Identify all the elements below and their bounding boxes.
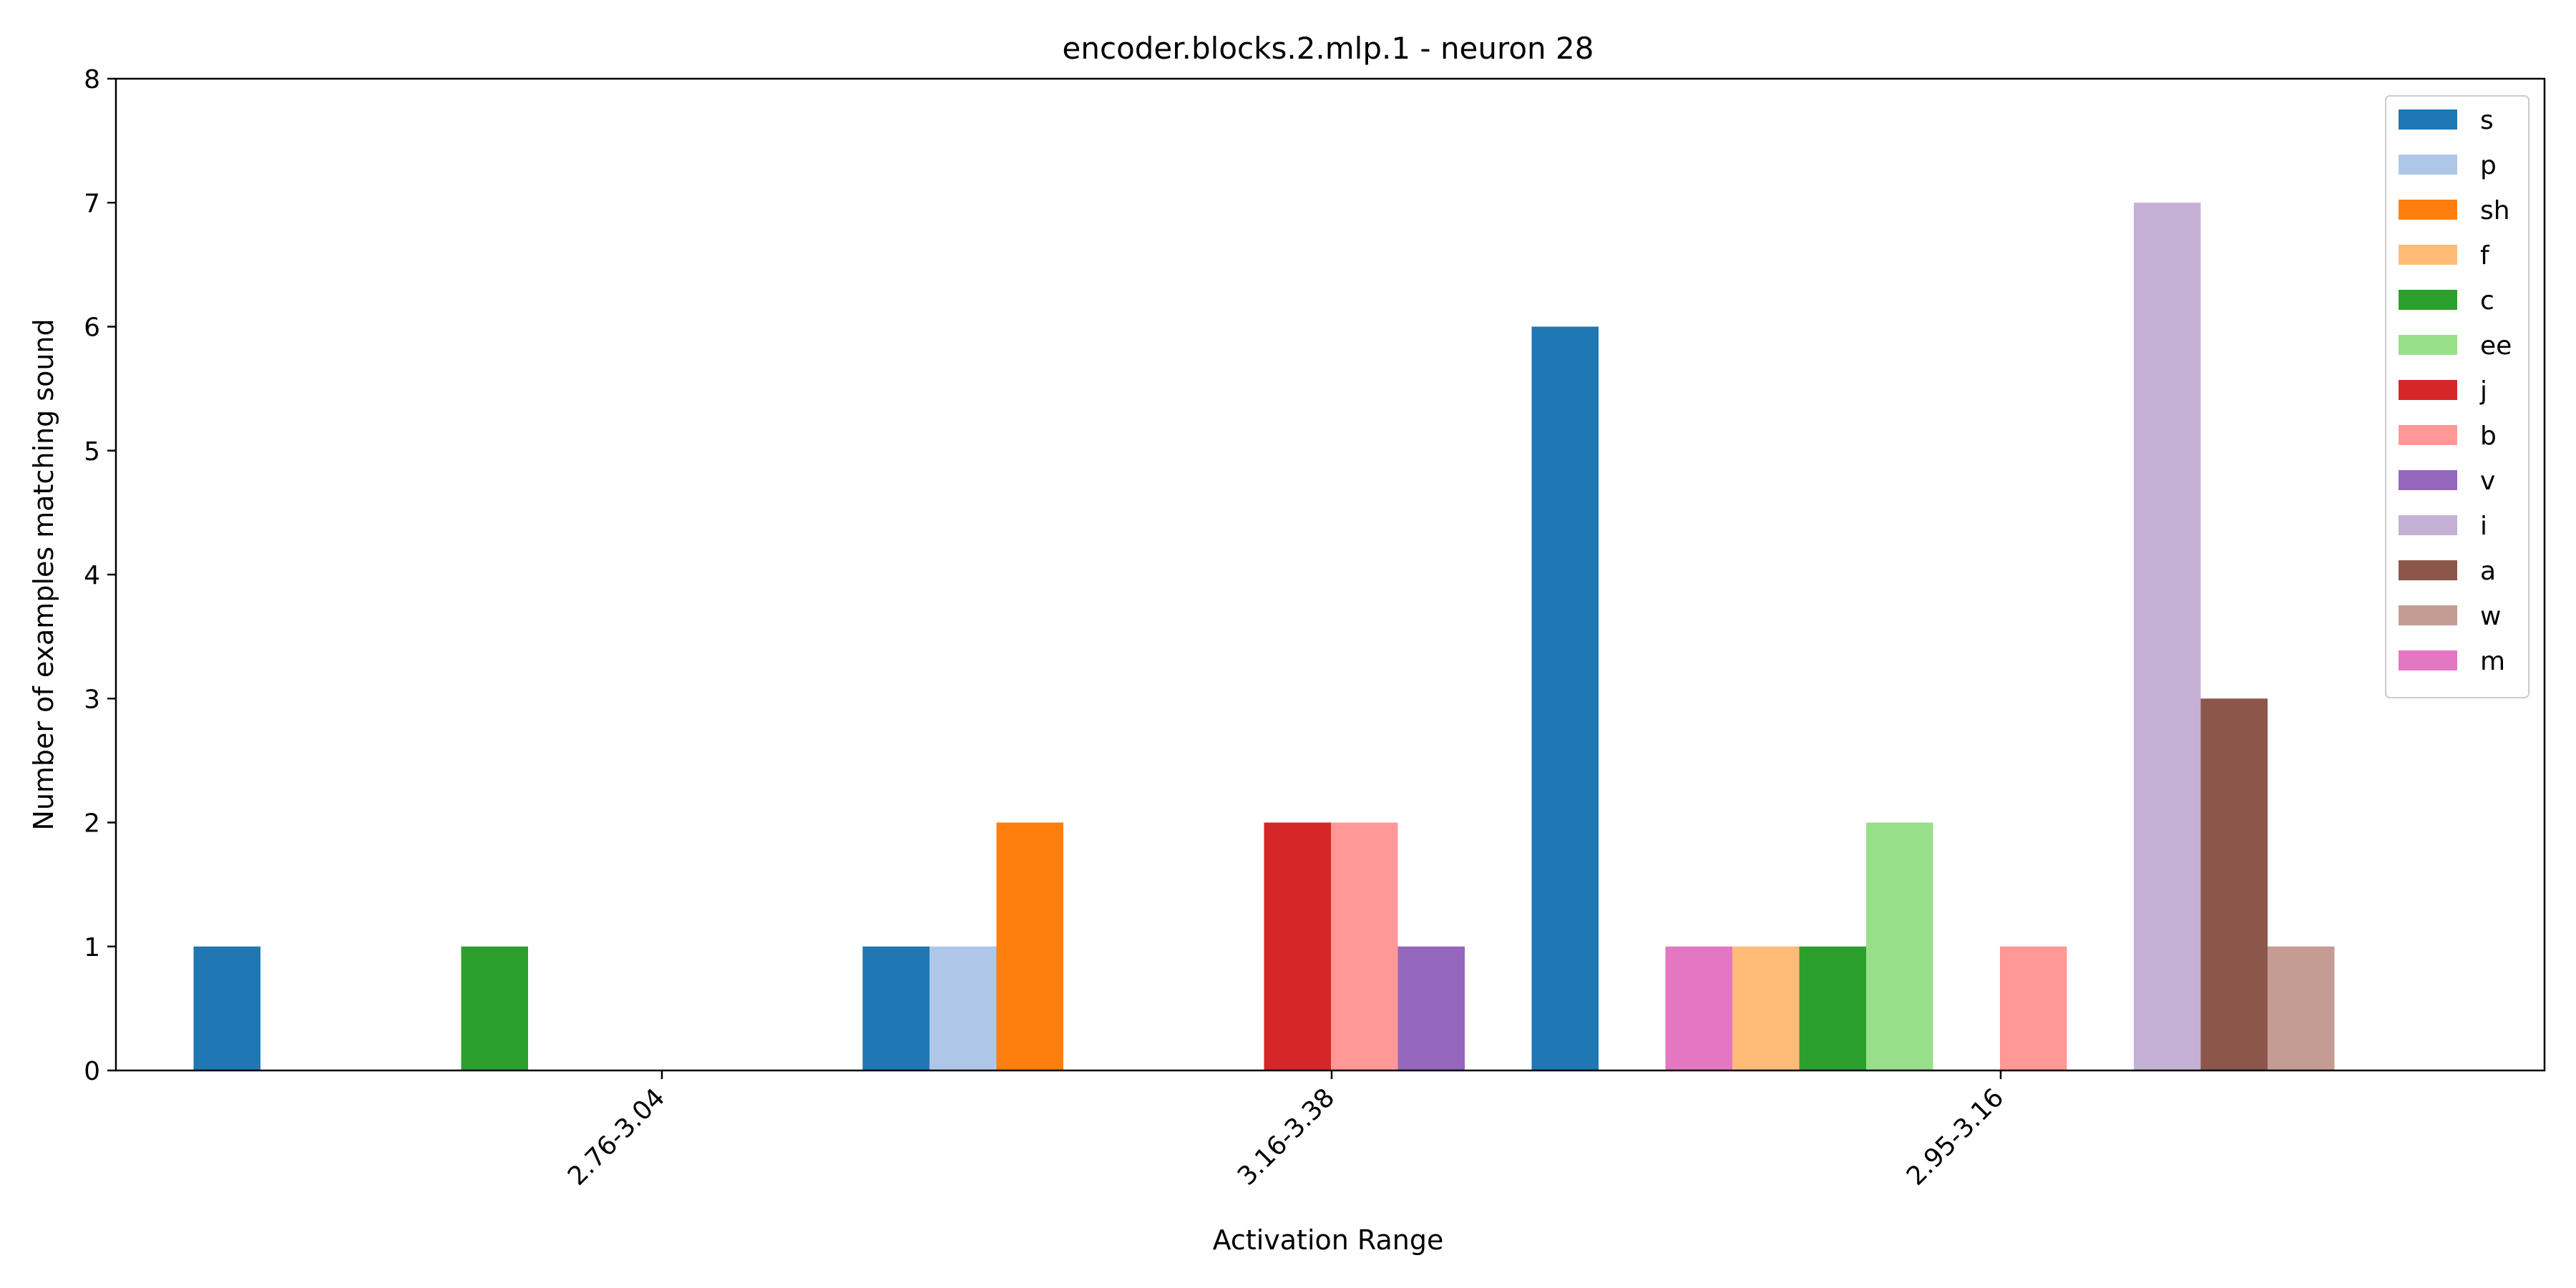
legend-label-c: c (2480, 286, 2494, 316)
legend-label-v: v (2480, 467, 2495, 496)
legend-swatch-v (2399, 470, 2457, 490)
legend-swatch-p (2399, 155, 2457, 175)
bar-s (862, 946, 930, 1070)
bar-w (2268, 946, 2335, 1070)
legend-label-b: b (2480, 421, 2497, 451)
legend-swatch-f (2399, 245, 2457, 265)
legend-label-m: m (2480, 647, 2505, 676)
bar-i (2134, 203, 2201, 1070)
legend-swatch-m (2399, 650, 2457, 670)
legend-swatch-a (2399, 560, 2457, 580)
y-tick-label: 1 (84, 933, 100, 962)
bar-s (193, 946, 260, 1070)
bar-sh (996, 822, 1063, 1070)
legend-label-s: s (2480, 106, 2494, 135)
y-tick-label: 2 (84, 809, 100, 839)
legend-swatch-i (2399, 515, 2457, 535)
y-tick-label: 8 (84, 65, 100, 94)
legend-swatch-sh (2399, 200, 2457, 220)
legend-swatch-c (2399, 290, 2457, 310)
chart-title: encoder.blocks.2.mlp.1 - neuron 28 (1063, 31, 1594, 66)
y-tick-label: 7 (84, 189, 100, 218)
legend-label-i: i (2480, 512, 2487, 541)
legend-swatch-ee (2399, 335, 2457, 355)
legend-swatch-j (2399, 380, 2457, 400)
legend-label-sh: sh (2480, 196, 2510, 225)
y-tick-label: 0 (84, 1057, 100, 1086)
bar-b (1331, 822, 1398, 1070)
bar-j (1264, 822, 1331, 1070)
bar-b (2000, 946, 2067, 1070)
legend-swatch-b (2399, 425, 2457, 445)
bar-s (1531, 326, 1599, 1070)
bar-c (1799, 946, 1866, 1070)
y-tick-label: 4 (84, 561, 100, 590)
legend-label-j: j (2479, 376, 2487, 406)
legend-label-f: f (2480, 241, 2490, 270)
bars-layer (193, 203, 2335, 1070)
y-tick-label: 5 (84, 437, 100, 467)
x-axis-label: Activation Range (1213, 1224, 1444, 1256)
y-axis-label: Number of examples matching sound (28, 318, 59, 830)
bar-p (930, 946, 997, 1070)
y-tick-label: 6 (84, 313, 100, 343)
legend-label-ee: ee (2480, 331, 2512, 361)
bar-m (1665, 946, 1732, 1070)
bar-f (1732, 946, 1800, 1070)
bar-a (2200, 698, 2268, 1070)
legend-label-w: w (2480, 602, 2501, 631)
y-tick-label: 3 (84, 685, 100, 714)
bar-c (461, 946, 528, 1070)
legend-label-p: p (2480, 151, 2497, 180)
bar-ee (1866, 822, 1933, 1070)
legend-swatch-w (2399, 605, 2457, 625)
legend-label-a: a (2480, 557, 2496, 586)
bar-v (1397, 946, 1465, 1070)
y-axis: 0 1 2 3 4 5 6 7 8 (84, 65, 116, 1086)
legend-swatch-s (2399, 109, 2457, 130)
